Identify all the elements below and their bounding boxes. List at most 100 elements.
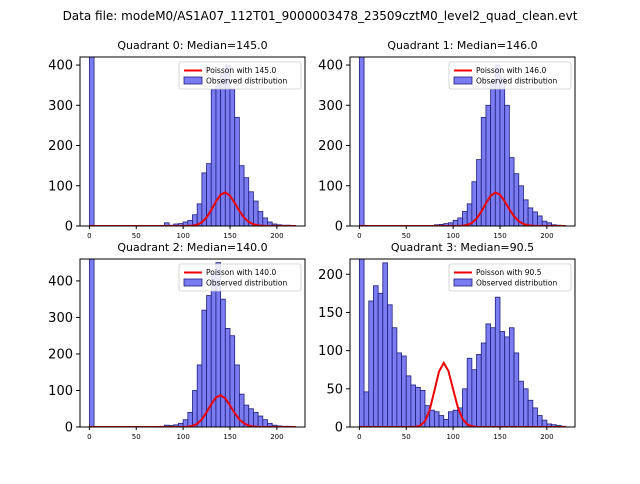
histogram-bar bbox=[533, 212, 538, 226]
histogram-bar bbox=[89, 57, 94, 226]
histogram-bar bbox=[359, 57, 364, 226]
legend-curve-label: Poisson with 145.0 bbox=[206, 66, 276, 75]
y-tick-label: 300 bbox=[48, 99, 73, 114]
histogram-bar bbox=[430, 410, 435, 427]
histogram-bar bbox=[528, 208, 533, 226]
y-tick-label: 0 bbox=[335, 220, 343, 235]
panel-title: Quadrant 1: Median=146.0 bbox=[387, 39, 537, 52]
legend-bars-label: Observed distribution bbox=[476, 77, 557, 86]
x-tick-label: 100 bbox=[446, 433, 459, 441]
y-tick-label: 0 bbox=[335, 421, 343, 436]
histogram-bar bbox=[481, 343, 486, 427]
histogram-bar bbox=[373, 286, 378, 427]
histogram-bar bbox=[263, 420, 268, 427]
y-tick-label: 100 bbox=[48, 384, 73, 399]
y-tick-label: 300 bbox=[318, 99, 343, 114]
histogram-bar bbox=[253, 412, 258, 427]
x-tick-label: 50 bbox=[132, 232, 141, 240]
histogram-bar bbox=[495, 297, 500, 427]
y-tick-label: 400 bbox=[48, 274, 73, 289]
x-tick-label: 0 bbox=[357, 433, 361, 441]
histogram-bar bbox=[486, 105, 491, 226]
x-tick-label: 150 bbox=[223, 232, 236, 240]
y-tick-label: 200 bbox=[48, 347, 73, 362]
y-tick-label: 150 bbox=[318, 306, 343, 321]
histogram-bar bbox=[378, 293, 383, 427]
legend-bar-swatch bbox=[184, 279, 202, 286]
histogram-bar bbox=[249, 192, 254, 226]
histogram-bar bbox=[411, 385, 416, 427]
histogram-bar bbox=[197, 365, 202, 427]
histogram-bar bbox=[383, 263, 388, 427]
histogram-bar bbox=[202, 310, 207, 427]
panel-title: Quadrant 0: Median=145.0 bbox=[117, 39, 267, 52]
histogram-bar bbox=[538, 416, 543, 427]
y-tick-label: 200 bbox=[48, 139, 73, 154]
histogram-bar bbox=[221, 299, 226, 427]
histogram-bar bbox=[397, 353, 402, 427]
histogram-bar bbox=[388, 305, 393, 427]
legend-bar-swatch bbox=[454, 77, 472, 84]
histogram-bar bbox=[253, 201, 258, 226]
x-tick-label: 100 bbox=[176, 433, 189, 441]
histogram-bar bbox=[249, 409, 254, 427]
histogram-bar bbox=[448, 412, 453, 427]
histogram-bar bbox=[406, 376, 411, 427]
histogram-bar bbox=[188, 412, 193, 427]
x-tick-label: 100 bbox=[446, 232, 459, 240]
x-tick-label: 100 bbox=[176, 232, 189, 240]
y-tick-label: 100 bbox=[318, 179, 343, 194]
histogram-bar bbox=[225, 328, 230, 427]
legend-bars-label: Observed distribution bbox=[206, 279, 287, 288]
histogram-bar bbox=[477, 354, 482, 427]
histogram-bar bbox=[542, 420, 547, 427]
histogram-bar bbox=[486, 324, 491, 427]
histogram-bar bbox=[453, 410, 458, 427]
histogram-bar bbox=[434, 412, 439, 427]
y-tick-label: 50 bbox=[326, 382, 343, 397]
histogram-bar bbox=[216, 86, 221, 226]
histogram-bar bbox=[538, 216, 543, 226]
y-tick-label: 300 bbox=[48, 311, 73, 326]
histogram-bar bbox=[472, 370, 477, 427]
histogram-bar bbox=[500, 332, 505, 427]
x-tick-label: 0 bbox=[357, 232, 361, 240]
histogram-bar bbox=[263, 218, 268, 226]
y-tick-label: 100 bbox=[48, 179, 73, 194]
x-tick-label: 50 bbox=[402, 433, 411, 441]
legend-bars-label: Observed distribution bbox=[476, 279, 557, 288]
panel-title: Quadrant 3: Median=90.5 bbox=[391, 241, 534, 254]
histogram-bar bbox=[364, 392, 369, 427]
histogram-bar bbox=[505, 337, 510, 427]
histogram-bar bbox=[467, 358, 472, 427]
panel-title: Quadrant 2: Median=140.0 bbox=[117, 241, 267, 254]
x-tick-label: 50 bbox=[132, 433, 141, 441]
legend: Poisson with 146.0 Observed distribution bbox=[449, 62, 571, 89]
legend-bar-swatch bbox=[454, 279, 472, 286]
histogram-bar bbox=[193, 390, 198, 427]
figure-suptitle: Data file: modeM0/AS1A07_112T01_90000034… bbox=[63, 9, 578, 23]
histogram-bar bbox=[491, 328, 496, 427]
histogram-bar bbox=[500, 77, 505, 226]
histogram-bar bbox=[359, 259, 364, 427]
histogram-bar bbox=[392, 328, 397, 427]
x-tick-label: 150 bbox=[223, 433, 236, 441]
y-tick-label: 0 bbox=[65, 220, 73, 235]
histogram-bar bbox=[509, 328, 514, 427]
legend-curve-label: Poisson with 90.5 bbox=[476, 268, 542, 277]
y-tick-label: 400 bbox=[318, 59, 343, 74]
histogram-bar bbox=[523, 200, 528, 226]
histogram-bar bbox=[491, 81, 496, 226]
histogram-bar bbox=[514, 353, 519, 427]
x-tick-label: 200 bbox=[540, 232, 553, 240]
legend-curve-label: Poisson with 146.0 bbox=[476, 66, 546, 75]
histogram-bar bbox=[230, 89, 235, 226]
y-tick-label: 100 bbox=[318, 344, 343, 359]
x-tick-label: 0 bbox=[87, 433, 91, 441]
